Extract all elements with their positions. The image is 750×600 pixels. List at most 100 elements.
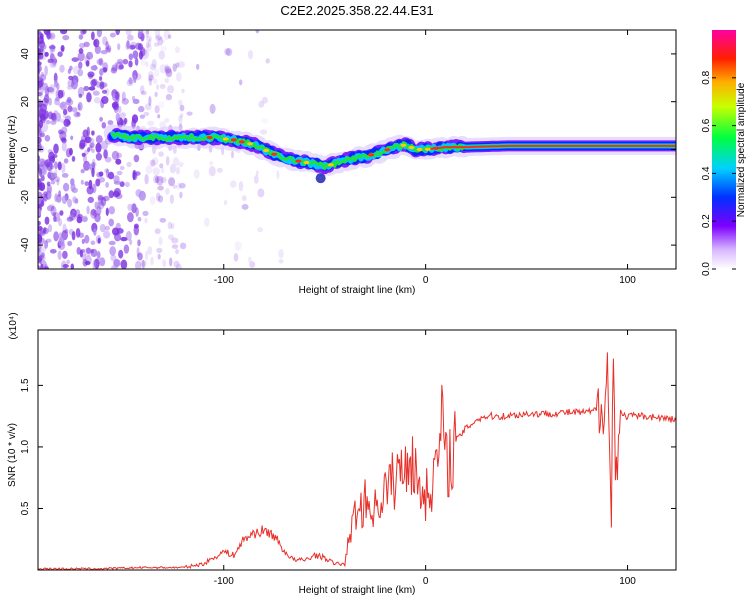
noise-blob (116, 228, 124, 234)
spectrogram-y-tick-label: 40 (20, 48, 31, 60)
noise-blob (140, 30, 146, 40)
noise-blob (84, 247, 92, 257)
noise-blob (241, 195, 247, 202)
noise-blob (108, 206, 116, 215)
noise-blob (117, 105, 122, 114)
ridge-hotspot (238, 140, 245, 144)
noise-blob (164, 77, 170, 83)
snr-y-tick-label: 1.5 (20, 378, 31, 392)
noise-blob (81, 238, 85, 245)
noise-blob (93, 97, 101, 104)
noise-blob (44, 216, 50, 225)
noise-blob (71, 155, 76, 162)
noise-blob (43, 266, 49, 269)
noise-blob (53, 231, 59, 242)
colorbar-tick-label: 0.6 (701, 118, 712, 132)
noise-blob (149, 63, 157, 71)
noise-blob (70, 263, 75, 269)
noise-blob (241, 204, 249, 210)
noise-blob (172, 157, 180, 167)
colorbar-label: Normalized spectral amplitude (736, 82, 747, 217)
noise-blob (151, 59, 157, 69)
noise-blob (93, 258, 100, 269)
noise-blob (67, 79, 75, 88)
noise-blob (124, 117, 128, 124)
noise-blob (90, 249, 94, 254)
noise-blob (128, 60, 133, 68)
snr-x-tick-label: 0 (423, 576, 429, 587)
ridge-hotspot (222, 137, 229, 141)
noise-blob (82, 215, 88, 223)
noise-blob (196, 63, 200, 70)
noise-blob (121, 98, 129, 105)
noise-blob (78, 93, 83, 99)
noise-blob (154, 228, 161, 235)
noise-blob (146, 44, 153, 52)
noise-blob (50, 180, 56, 185)
noise-blob (78, 61, 83, 69)
noise-blob (103, 230, 111, 239)
noise-blob (238, 181, 244, 192)
noise-blob (160, 166, 165, 174)
noise-blob (142, 210, 149, 217)
noise-blob (57, 161, 62, 171)
noise-blob (49, 47, 53, 55)
noise-blob (193, 169, 200, 180)
noise-blob (46, 161, 53, 172)
noise-blob (118, 249, 124, 259)
noise-blob (158, 151, 164, 157)
noise-blob (175, 166, 180, 175)
noise-blob (105, 168, 110, 178)
noise-blob (257, 188, 265, 198)
noise-blob (40, 71, 44, 77)
noise-blob (156, 192, 161, 202)
noise-blob (99, 68, 104, 76)
noise-blob (38, 208, 42, 217)
noise-blob (46, 119, 51, 125)
noise-blob (114, 62, 118, 69)
noise-blob (90, 65, 98, 71)
spectrogram-ylabel: Frequency (Hz) (7, 116, 18, 185)
noise-blob (54, 168, 58, 177)
noise-blob (108, 218, 114, 227)
noise-blob (74, 198, 79, 204)
noise-blob (71, 107, 78, 113)
noise-blob (99, 81, 105, 90)
noise-blob (148, 74, 154, 81)
noise-blob (95, 235, 102, 244)
noise-blob (129, 239, 133, 246)
noise-blob (167, 85, 175, 94)
noise-blob (145, 30, 150, 35)
noise-blob (255, 170, 259, 176)
noise-blob (99, 116, 103, 122)
noise-blob (154, 105, 160, 114)
noise-blob (168, 34, 172, 39)
noise-blob (76, 216, 83, 224)
noise-blob (145, 250, 149, 261)
noise-blob (48, 97, 52, 106)
noise-blob (39, 87, 44, 99)
noise-blob (172, 184, 178, 189)
noise-blob (113, 103, 119, 114)
noise-blob (38, 164, 41, 171)
noise-blob (164, 66, 172, 74)
noise-blob (91, 130, 95, 136)
noise-blob (159, 163, 164, 169)
noise-blob (105, 207, 109, 216)
noise-blob (114, 232, 121, 242)
frequency-ridge (103, 124, 676, 184)
colorbar-tick-label: 0.4 (701, 166, 712, 180)
noise-blob (260, 129, 268, 135)
noise-blob (124, 181, 130, 188)
noise-blob (86, 126, 91, 137)
colorbar-gradient (712, 30, 736, 269)
noise-blob (172, 63, 177, 72)
noise-blob (161, 39, 166, 44)
noise-blob (175, 249, 179, 255)
noise-blob (76, 111, 80, 117)
figure-title: C2E2.2025.358.22.44.E31 (280, 3, 433, 18)
noise-blob (177, 115, 183, 122)
noise-blob (115, 61, 124, 70)
noise-blob (59, 64, 65, 73)
ridge-hotspot (384, 148, 391, 152)
